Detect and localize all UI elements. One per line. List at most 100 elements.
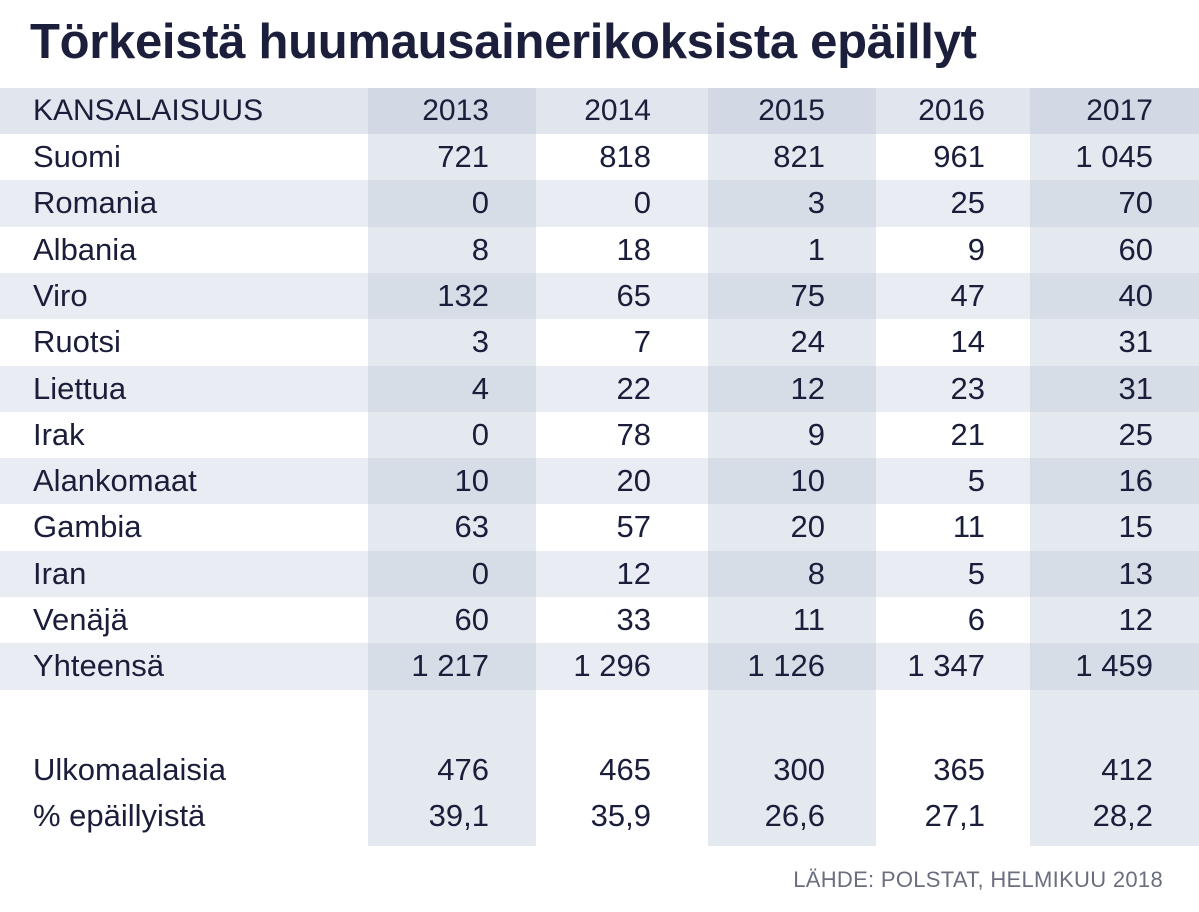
header-year-2014: 2014 [584,94,651,127]
cell-value: 60 [454,602,489,637]
cell-value: 22 [616,370,651,406]
cell-value: 10 [790,463,825,499]
cell-value: 8 [807,555,825,591]
cell-value: 821 [773,139,825,174]
cell-value: 65 [616,277,651,313]
footer-value: 28,2 [1092,798,1153,833]
row-stripe [0,550,1199,597]
cell-value: 5 [967,555,985,591]
cell-value: 0 [471,555,489,591]
cell-value: 57 [616,509,651,545]
header-year-2017: 2017 [1086,94,1153,127]
row-stripe [0,458,1199,505]
cell-value: 70 [1118,185,1153,221]
footer-value: 365 [933,752,985,787]
cell-value: 9 [807,416,825,452]
chart-title: Törkeistä huumausainerikoksista epäillyt [30,15,977,69]
cell-value: 1 459 [1075,648,1153,684]
row-stripe [0,365,1199,412]
source-note: LÄHDE: POLSTAT, HELMIKUU 2018 [793,867,1163,892]
cell-value: 6 [967,602,985,637]
cell-value: 18 [616,231,651,267]
header-nationality: KANSALAISUUS [33,94,264,127]
cell-value: 3 [471,324,489,360]
footer-value: 26,6 [764,798,825,833]
cell-value: 14 [950,324,985,360]
cell-value: 0 [471,185,489,221]
cell-value: 3 [807,185,825,221]
cell-value: 63 [454,509,489,545]
row-label: Irak [33,416,85,452]
cell-value: 4 [471,370,489,406]
row-label: Yhteensä [33,648,164,684]
cell-value: 12 [1118,602,1153,637]
cell-value: 0 [471,416,489,452]
header-year-2013: 2013 [422,94,489,127]
cell-value: 21 [950,416,985,452]
cell-value: 40 [1118,277,1153,313]
cell-value: 33 [616,602,651,637]
cell-value: 8 [471,231,489,267]
row-stripe [0,643,1199,690]
cell-value: 1 347 [907,648,985,684]
cell-value: 60 [1118,231,1153,267]
cell-value: 721 [437,139,489,174]
header-row-background [0,88,1199,134]
footer-value: 412 [1101,752,1153,787]
cell-value: 47 [950,277,985,313]
cell-value: 10 [454,463,489,499]
footer-value: 300 [773,752,825,787]
cell-value: 24 [790,324,825,360]
cell-value: 12 [790,370,825,406]
cell-value: 1 [807,231,825,267]
row-stripe [0,180,1199,227]
cell-value: 9 [967,231,985,267]
data-table: KANSALAISUUS 2013 2014 2015 2016 2017 Suomi 721… [0,88,1199,846]
footer-label: % epäillyistä [33,798,206,833]
cell-value: 818 [599,139,651,174]
cell-value: 25 [1118,416,1153,452]
row-label: Alankomaat [33,463,197,499]
cell-value: 12 [616,555,651,591]
cell-value: 16 [1118,463,1153,499]
cell-value: 20 [616,463,651,499]
cell-value: 78 [616,416,651,452]
header-year-2015: 2015 [758,94,825,127]
footer-value: 465 [599,752,651,787]
header-year-2016: 2016 [918,94,985,127]
row-label: Suomi [33,139,121,174]
footer-value: 27,1 [924,798,985,833]
cell-value: 11 [952,509,985,545]
cell-value: 15 [1118,509,1153,545]
cell-value: 0 [633,185,651,221]
cell-value: 20 [790,509,825,545]
cell-value: 1 217 [411,648,489,684]
row-label: Gambia [33,509,142,545]
footer-value: 39,1 [428,798,489,833]
footer-value: 476 [437,752,489,787]
cell-value: 1 126 [747,648,825,684]
cell-value: 31 [1118,324,1153,360]
cell-value: 11 [792,602,825,637]
cell-value: 5 [967,463,985,499]
row-label: Romania [33,185,158,221]
row-label: Venäjä [33,602,128,637]
row-label: Ruotsi [33,324,121,360]
row-stripe [0,272,1199,320]
cell-value: 23 [950,370,985,406]
cell-value: 7 [633,324,651,360]
column-band [1030,88,1199,846]
cell-value: 75 [790,277,825,313]
cell-value: 1 045 [1075,139,1153,174]
column-band [368,88,536,846]
footer-label: Ulkomaalaisia [33,752,226,787]
cell-value: 31 [1118,370,1153,406]
column-band [708,88,876,846]
row-label: Viro [33,277,88,313]
cell-value: 132 [437,277,489,313]
cell-value: 1 296 [573,648,651,684]
cell-value: 13 [1118,555,1153,591]
row-label: Albania [33,231,137,267]
cell-value: 25 [950,185,985,221]
cell-value: 961 [933,139,985,174]
